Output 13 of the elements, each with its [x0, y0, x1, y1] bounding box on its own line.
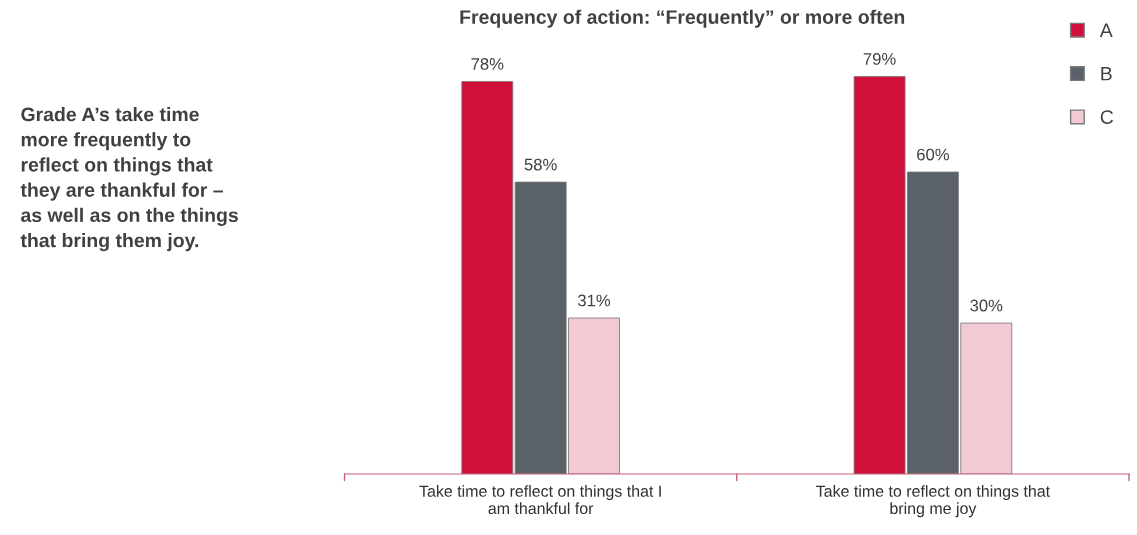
legend-label: B: [1101, 66, 1112, 81]
chart-title: Frequency of action: “Frequently” or more often: [460, 9, 905, 28]
data-label: 78%: [471, 58, 504, 70]
legend-label: A: [1099, 23, 1113, 37]
data-label: 30%: [970, 299, 1003, 312]
legend-label: C: [1100, 110, 1114, 124]
text: Grade A’s take time more frequently to reflect on things that they are thankful for – as well as on the things that bring them joy.: [20, 107, 238, 252]
data-label: 58%: [524, 158, 557, 171]
data-label: 60%: [917, 148, 949, 161]
data-label: 31%: [577, 294, 611, 307]
x-tick-label: Take time to reflect on things that I am thankful for: [419, 485, 661, 515]
data-label: 79%: [863, 53, 896, 65]
x-tick-label: Take time to reflect on things that bring me joy: [816, 485, 1050, 518]
